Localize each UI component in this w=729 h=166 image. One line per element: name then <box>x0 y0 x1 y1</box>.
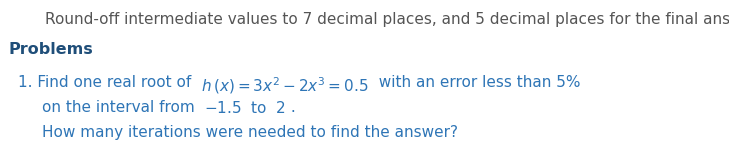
Text: $-1.5$  to  $2$: $-1.5$ to $2$ <box>205 100 286 116</box>
Text: Problems: Problems <box>8 42 93 57</box>
Text: $h\,(x) = 3x^2 - 2x^3 = 0.5$: $h\,(x) = 3x^2 - 2x^3 = 0.5$ <box>201 75 369 96</box>
Text: on the interval from: on the interval from <box>42 100 205 115</box>
Text: How many iterations were needed to find the answer?: How many iterations were needed to find … <box>42 125 458 140</box>
Text: with an error less than 5%: with an error less than 5% <box>369 75 580 90</box>
Text: 1. Find one real root of: 1. Find one real root of <box>18 75 201 90</box>
Text: .: . <box>286 100 296 115</box>
Text: Round-off intermediate values to 7 decimal places, and 5 decimal places for the : Round-off intermediate values to 7 decim… <box>45 12 729 27</box>
